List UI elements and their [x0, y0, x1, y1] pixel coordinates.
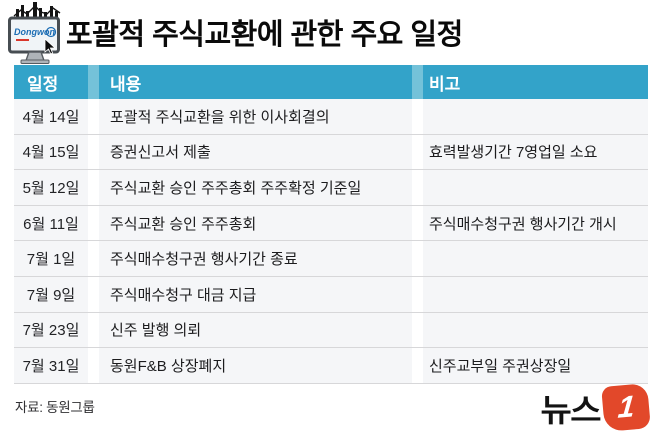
column-divider [412, 134, 423, 170]
monitor-stand [25, 51, 45, 62]
col-header-date: 일정 [27, 74, 59, 94]
table-row: 7월 31일 동원F&B 상장폐지 신주교부일 주권상장일 [14, 348, 648, 384]
news1-logo: 뉴스 1 [540, 383, 651, 432]
source-label: 자료: 동원그룹 [15, 400, 95, 415]
table-row: 7월 23일 신주 발행 의뢰 [14, 312, 648, 349]
column-divider [88, 276, 99, 312]
column-divider [88, 205, 99, 241]
table-row: 5월 12일 주식교환 승인 주주총회 주주확정 기준일 [14, 170, 648, 206]
column-divider [88, 134, 99, 170]
column-divider [412, 312, 423, 348]
cell-note [423, 276, 648, 312]
dongwon-monitor-icon: Dongwon [8, 2, 61, 64]
column-divider [412, 348, 423, 383]
cell-content: 포괄적 주식교환을 위한 이사회결의 [99, 99, 412, 134]
monitor-screen-text: Dongwon [14, 27, 55, 37]
news1-badge: 1 [601, 383, 651, 432]
cell-date: 7월 31일 [14, 348, 88, 383]
cell-note [423, 170, 648, 205]
cell-content: 신주 발행 의뢰 [99, 312, 412, 348]
globe-swoosh-icon [45, 26, 57, 38]
table-row: 7월 1일 주식매수청구권 행사기간 종료 [14, 241, 648, 277]
col-header-note: 비고 [429, 74, 461, 94]
col-header-content: 내용 [110, 74, 142, 94]
table-row: 4월 15일 증권신고서 제출 효력발생기간 7영업일 소요 [14, 134, 648, 171]
trend-line-icon [13, 5, 61, 17]
cell-date: 6월 11일 [14, 205, 88, 241]
red-tagline-mark [16, 39, 29, 41]
cell-content: 주식매수청구권 행사기간 종료 [99, 241, 412, 276]
cursor-icon [44, 38, 57, 55]
column-divider [88, 99, 99, 134]
news1-wordmark: 뉴스 [540, 393, 601, 429]
cell-date: 7월 1일 [14, 241, 88, 276]
cell-content: 증권신고서 제출 [99, 134, 412, 170]
column-divider [88, 170, 99, 205]
page-title: 포괄적 주식교환에 관한 주요 일정 [66, 19, 463, 51]
table-header-row: 일정 내용 비고 [14, 65, 648, 99]
cell-content: 주식교환 승인 주주총회 주주확정 기준일 [99, 170, 412, 205]
stock-bars-icon [16, 2, 58, 20]
cell-note: 주식매수청구권 행사기간 개시 [423, 205, 648, 241]
cell-note: 신주교부일 주권상장일 [423, 348, 648, 383]
cell-content: 주식매수청구 대금 지급 [99, 276, 412, 312]
table-body: 4월 14일 포괄적 주식교환을 위한 이사회결의 4월 15일 증권신고서 제… [14, 99, 648, 384]
table-row: 6월 11일 주식교환 승인 주주총회 주식매수청구권 행사기간 개시 [14, 205, 648, 242]
column-divider [412, 205, 423, 241]
cell-date: 5월 12일 [14, 170, 88, 205]
cell-date: 7월 9일 [14, 276, 88, 312]
news1-badge-numeral: 1 [616, 389, 636, 425]
cell-date: 4월 14일 [14, 99, 88, 134]
cell-date: 4월 15일 [14, 134, 88, 170]
column-divider [412, 241, 423, 276]
schedule-table: 일정 내용 비고 4월 14일 포괄적 주식교환을 위한 이사회결의 4월 15… [14, 65, 648, 384]
column-divider [88, 312, 99, 348]
table-row: 4월 14일 포괄적 주식교환을 위한 이사회결의 [14, 99, 648, 135]
column-divider [88, 241, 99, 276]
cell-content: 동원F&B 상장폐지 [99, 348, 412, 383]
column-divider [412, 170, 423, 205]
cell-note [423, 312, 648, 348]
monitor-base [20, 59, 50, 64]
column-divider [412, 276, 423, 312]
cell-date: 7월 23일 [14, 312, 88, 348]
cell-note: 효력발생기간 7영업일 소요 [423, 134, 648, 170]
column-divider [412, 65, 423, 99]
column-divider [88, 65, 99, 99]
column-divider [88, 348, 99, 383]
cell-content: 주식교환 승인 주주총회 [99, 205, 412, 241]
column-divider [412, 99, 423, 134]
cell-note [423, 99, 648, 134]
cell-note [423, 241, 648, 276]
table-row: 7월 9일 주식매수청구 대금 지급 [14, 276, 648, 313]
